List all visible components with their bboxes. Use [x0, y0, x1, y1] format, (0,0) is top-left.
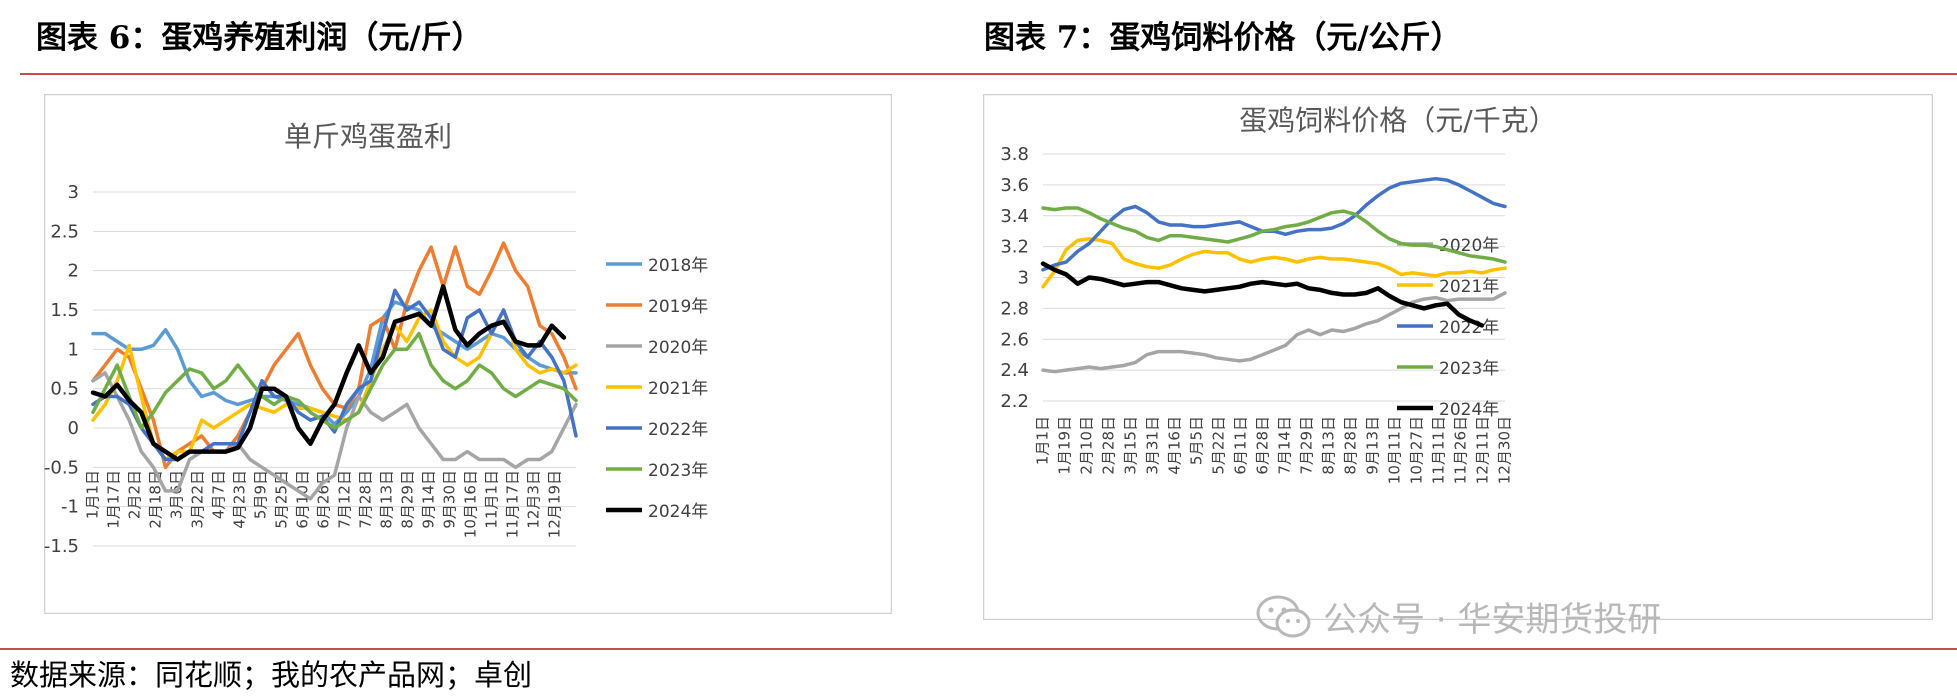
legend-label-2018: 2018年: [648, 256, 708, 276]
x-tick-label: 11月11日: [1429, 416, 1447, 484]
legend-label-2019: 2019年: [648, 297, 708, 317]
y-tick-label: -0.5: [44, 457, 79, 478]
figure-title-left: 图表 6：蛋鸡养殖利润（元/斤）: [36, 20, 483, 56]
x-tick-label: 1月1日: [84, 470, 102, 519]
y-tick-label: 3.6: [1000, 175, 1029, 196]
chart-feed-price: 蛋鸡饲料价格（元/千克） 3.8 3.6 3.4 3.2 3 2.8 2.6 2.4 2.2 1月1…: [982, 93, 1934, 621]
x-tick-label: 9月30日: [440, 470, 458, 529]
y-tick-label: 3: [68, 182, 79, 203]
chart-panel-egg-profit: 单斤鸡蛋盈利 3 2.5 2 1.5 1 0.5 0 -0.5 -1 -1.5 1月1日 1月17日 2月…: [43, 93, 893, 615]
x-tick-label: 2月2日: [126, 470, 144, 519]
x-tick-label: 1月1日: [1034, 416, 1052, 465]
series-line-2023: [91, 331, 578, 430]
source-note: 数据来源：同花顺；我的农产品网；卓创: [10, 658, 533, 692]
x-tick-label: 8月28日: [1342, 416, 1360, 475]
legend-label-2022: 2022年: [1439, 318, 1499, 338]
x-tick-label: 1月19日: [1055, 416, 1073, 475]
x-tick-label: 4月16日: [1165, 416, 1183, 475]
x-tick-label: 7月12日: [335, 470, 353, 529]
legend-label-2021: 2021年: [648, 379, 708, 399]
x-tick-label: 7月28日: [356, 470, 374, 529]
x-tick-label: 1月17日: [105, 470, 123, 529]
legend-label-2023: 2023年: [1439, 359, 1499, 379]
wechat-icon: [1256, 595, 1311, 637]
x-tick-label: 10月27日: [1407, 416, 1425, 484]
x-tick-label: 12月30日: [1496, 416, 1514, 484]
x-tick-label: 9月14日: [420, 470, 438, 529]
x-tick-label: 3月22日: [189, 470, 207, 529]
x-tick-label: 2月10日: [1077, 416, 1095, 475]
x-tick-label: 8月29日: [399, 470, 417, 529]
legend-label-2024: 2024年: [648, 502, 708, 522]
x-tick-label: 5月22日: [1210, 416, 1228, 475]
y-tick-label: 1.5: [50, 300, 79, 321]
x-tick-label: 11月26日: [1452, 416, 1470, 484]
y-tick-label: 3: [1018, 268, 1029, 289]
y-tick-label: 1: [68, 339, 79, 360]
y-tick-label: 2.8: [1000, 298, 1029, 319]
figure-title-right: 图表 7：蛋鸡饲料价格（元/公斤）: [984, 20, 1462, 56]
series-line-2018: [91, 300, 578, 426]
y-tick-label: -1: [61, 497, 79, 518]
series-line-2023: [1041, 206, 1507, 264]
chart-panel-feed-price: 蛋鸡饲料价格（元/千克） 3.8 3.6 3.4 3.2 3 2.8 2.6 2.4 2.2 1月1…: [982, 93, 1934, 621]
x-tick-label: 8月13日: [378, 470, 396, 529]
watermark-text: 公众号 · 华安期货投研: [1323, 600, 1662, 640]
legend-label-2020: 2020年: [648, 338, 708, 358]
x-tick-label: 9月13日: [1364, 416, 1382, 475]
x-tick-label: 3月15日: [1122, 416, 1140, 475]
x-tick-label: 11月17日: [504, 470, 522, 538]
legend-label-2022: 2022年: [648, 420, 708, 440]
x-tick-label: 5月5日: [1187, 416, 1205, 465]
x-tick-label: 5月9日: [251, 470, 269, 519]
x-tick-label: 12月19日: [545, 470, 563, 538]
legend-label-2021: 2021年: [1439, 277, 1499, 297]
y-tick-label: 0: [68, 418, 79, 439]
y-tick-label: 0.5: [50, 379, 79, 400]
x-tick-label: 7月14日: [1275, 416, 1293, 475]
y-tick-label: 2.6: [1000, 329, 1029, 350]
y-tick-label: 2.2: [1000, 391, 1029, 412]
x-tick-label: 12月3日: [524, 470, 542, 529]
x-tick-label: 3月31日: [1144, 416, 1162, 475]
series-line-2021: [1041, 237, 1507, 289]
watermark: 公众号 · 华安期货投研: [1255, 592, 1661, 641]
legend-label-2024: 2024年: [1439, 400, 1499, 420]
y-tick-label: 3.8: [1000, 144, 1029, 165]
series-line-2024: [90, 284, 567, 462]
x-tick-label: 2月18日: [146, 470, 164, 529]
y-tick-label: 3.2: [1000, 237, 1029, 258]
bottom-divider: [0, 648, 1957, 650]
chart-title: 单斤鸡蛋盈利: [284, 120, 452, 153]
legend-label-2020: 2020年: [1439, 236, 1499, 256]
legend-label-2023: 2023年: [648, 461, 708, 481]
chart-frame: [43, 93, 893, 615]
x-tick-label: 12月11日: [1474, 416, 1492, 484]
x-tick-label: 7月29日: [1297, 416, 1315, 475]
y-tick-label: 2.5: [50, 221, 79, 242]
x-tick-label: 4月7日: [210, 470, 228, 519]
y-tick-label: 2.4: [1000, 360, 1029, 381]
x-tick-label: 4月23日: [230, 470, 248, 529]
x-tick-label: 6月10日: [294, 470, 312, 529]
y-tick-label: 3.4: [1000, 206, 1029, 227]
x-tick-label: 10月11日: [1385, 416, 1403, 484]
top-divider: [20, 73, 1957, 75]
x-tick-label: 6月28日: [1254, 416, 1272, 475]
x-tick-label: 2月28日: [1100, 416, 1118, 475]
chart-title: 蛋鸡饲料价格（元/千克）: [1239, 104, 1556, 137]
x-tick-label: 10月16日: [461, 470, 479, 538]
series-line-2024: [1040, 261, 1485, 328]
x-tick-label: 8月13日: [1319, 416, 1337, 475]
series-line-2020: [1041, 291, 1507, 374]
y-tick-label: -1.5: [44, 536, 79, 557]
series-line-2020: [91, 371, 578, 501]
chart-frame: [982, 93, 1934, 621]
x-tick-label: 11月1日: [483, 470, 501, 529]
y-tick-label: 2: [68, 261, 79, 282]
x-tick-label: 6月11日: [1232, 416, 1250, 475]
